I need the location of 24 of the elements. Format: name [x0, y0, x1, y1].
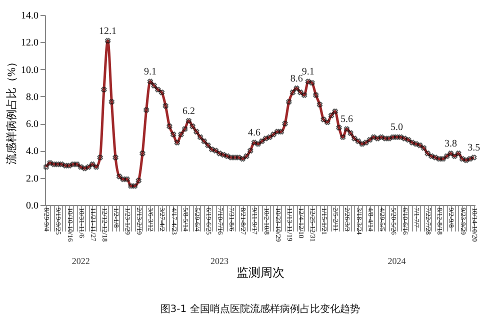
data-label: 4.6	[248, 128, 260, 139]
data-label: 3.5	[468, 142, 480, 154]
y-tick-label: 8.0	[26, 92, 38, 103]
y-tick-label: 12.0	[21, 38, 38, 49]
caption: 图3-1 全国哨点医院流感样病例占比变化趋势	[160, 303, 360, 315]
data-label: 9.1	[144, 66, 156, 78]
data-label: 6.2	[182, 106, 195, 117]
y-tick-label: 4.0	[26, 146, 38, 158]
data-label: 5.6	[340, 114, 353, 125]
data-label: 5.0	[390, 122, 404, 134]
x-axis-title: 监测周次	[236, 266, 284, 280]
data-label: 8.6	[290, 73, 303, 84]
y-tick-label: 2.0	[26, 173, 38, 184]
data-label: 9.1	[302, 66, 314, 78]
y-tick-label: 14.0	[21, 10, 38, 22]
y-tick-label: 0.0	[26, 200, 38, 212]
y-axis-title: 流感样病例占比（%）	[5, 56, 18, 165]
y-tick-label: 6.0	[26, 119, 38, 130]
data-label: 3.8	[444, 138, 457, 150]
text: 2024	[388, 256, 406, 266]
text: 2023	[210, 256, 230, 266]
text: 2022	[72, 256, 90, 266]
y-tick-label: 10.0	[21, 64, 38, 76]
data-label: 12.1	[99, 26, 117, 37]
